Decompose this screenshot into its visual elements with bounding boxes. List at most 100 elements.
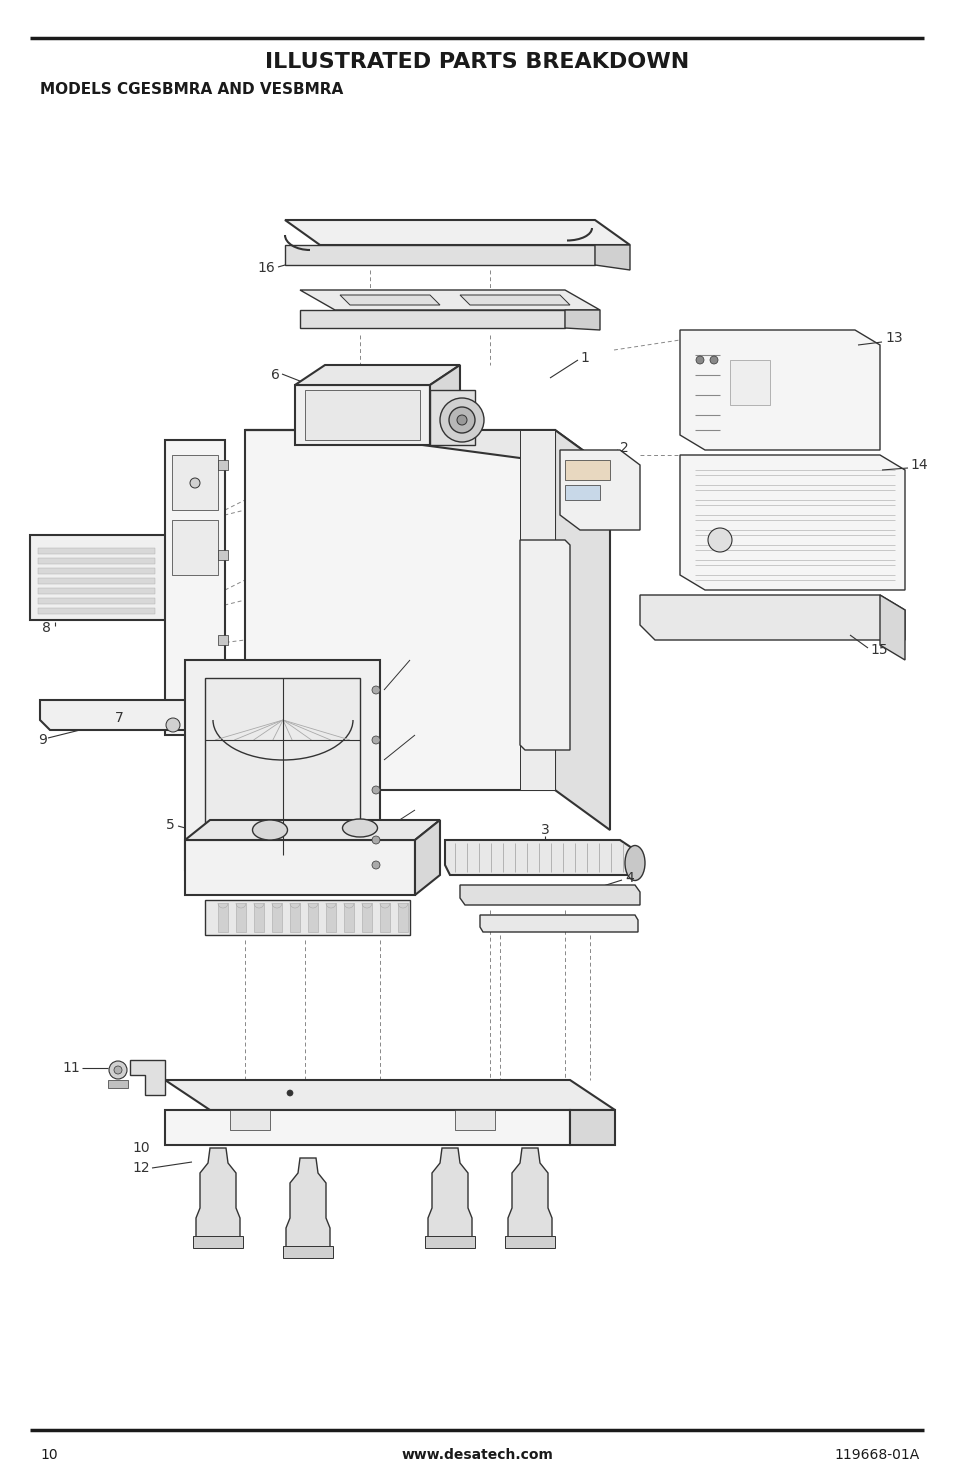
Polygon shape bbox=[38, 568, 154, 574]
Circle shape bbox=[287, 1090, 293, 1096]
Ellipse shape bbox=[342, 819, 377, 836]
Circle shape bbox=[109, 1061, 127, 1080]
Polygon shape bbox=[230, 1111, 270, 1130]
Polygon shape bbox=[344, 903, 354, 932]
Polygon shape bbox=[108, 1080, 128, 1089]
Polygon shape bbox=[205, 678, 359, 855]
Polygon shape bbox=[444, 839, 635, 875]
Polygon shape bbox=[218, 460, 228, 471]
Polygon shape bbox=[294, 385, 430, 445]
Text: 1: 1 bbox=[579, 351, 588, 364]
Ellipse shape bbox=[253, 820, 287, 839]
Circle shape bbox=[372, 786, 379, 794]
Circle shape bbox=[372, 736, 379, 743]
Text: 10: 10 bbox=[132, 1142, 150, 1155]
Circle shape bbox=[372, 686, 379, 695]
Polygon shape bbox=[165, 1111, 569, 1145]
Circle shape bbox=[707, 528, 731, 552]
Polygon shape bbox=[397, 903, 408, 932]
Polygon shape bbox=[459, 295, 569, 305]
Polygon shape bbox=[507, 1148, 552, 1238]
Polygon shape bbox=[879, 594, 904, 659]
Ellipse shape bbox=[624, 845, 644, 881]
Polygon shape bbox=[299, 291, 599, 310]
Polygon shape bbox=[165, 440, 225, 735]
Polygon shape bbox=[361, 903, 372, 932]
Polygon shape bbox=[172, 454, 218, 510]
Polygon shape bbox=[185, 659, 379, 870]
Polygon shape bbox=[564, 485, 599, 500]
Polygon shape bbox=[218, 550, 228, 560]
Text: 16: 16 bbox=[257, 261, 274, 274]
Polygon shape bbox=[272, 903, 282, 932]
Polygon shape bbox=[555, 431, 609, 830]
Polygon shape bbox=[218, 715, 228, 726]
Polygon shape bbox=[38, 558, 154, 563]
Polygon shape bbox=[339, 295, 439, 305]
Polygon shape bbox=[218, 903, 228, 932]
Polygon shape bbox=[185, 839, 415, 895]
Polygon shape bbox=[564, 460, 609, 479]
Circle shape bbox=[372, 836, 379, 844]
Polygon shape bbox=[679, 330, 879, 450]
Polygon shape bbox=[285, 220, 629, 245]
Text: 10: 10 bbox=[40, 1448, 57, 1462]
Text: MODELS CGESBMRA AND VESBMRA: MODELS CGESBMRA AND VESBMRA bbox=[40, 83, 343, 97]
Polygon shape bbox=[379, 903, 390, 932]
Ellipse shape bbox=[709, 355, 718, 364]
Polygon shape bbox=[308, 903, 317, 932]
Polygon shape bbox=[679, 454, 904, 590]
Polygon shape bbox=[415, 820, 439, 895]
Text: 14: 14 bbox=[909, 459, 926, 472]
Text: 6: 6 bbox=[271, 367, 280, 382]
Circle shape bbox=[113, 1066, 122, 1074]
Polygon shape bbox=[130, 1061, 165, 1094]
Polygon shape bbox=[235, 903, 246, 932]
Polygon shape bbox=[185, 820, 439, 839]
Text: ILLUSTRATED PARTS BREAKDOWN: ILLUSTRATED PARTS BREAKDOWN bbox=[265, 52, 688, 72]
Polygon shape bbox=[564, 310, 599, 330]
Polygon shape bbox=[519, 540, 569, 749]
Circle shape bbox=[166, 718, 180, 732]
Text: 15: 15 bbox=[869, 643, 886, 656]
Polygon shape bbox=[559, 450, 639, 530]
Polygon shape bbox=[639, 594, 904, 640]
Polygon shape bbox=[479, 914, 638, 932]
Polygon shape bbox=[424, 1236, 475, 1248]
Polygon shape bbox=[455, 1111, 495, 1130]
Polygon shape bbox=[504, 1236, 555, 1248]
Text: 7: 7 bbox=[115, 711, 124, 726]
Polygon shape bbox=[40, 701, 230, 730]
Polygon shape bbox=[430, 364, 459, 445]
Polygon shape bbox=[245, 431, 555, 791]
Circle shape bbox=[449, 407, 475, 434]
Polygon shape bbox=[245, 431, 609, 471]
Polygon shape bbox=[30, 535, 170, 620]
Text: 8: 8 bbox=[42, 621, 51, 636]
Polygon shape bbox=[38, 578, 154, 584]
Polygon shape bbox=[428, 1148, 472, 1238]
Polygon shape bbox=[286, 1158, 330, 1248]
Ellipse shape bbox=[696, 355, 703, 364]
Polygon shape bbox=[193, 1236, 243, 1248]
Polygon shape bbox=[172, 521, 218, 575]
Polygon shape bbox=[195, 1148, 240, 1238]
Polygon shape bbox=[38, 608, 154, 614]
Text: www.desatech.com: www.desatech.com bbox=[400, 1448, 553, 1462]
Polygon shape bbox=[299, 310, 564, 327]
Polygon shape bbox=[459, 885, 639, 906]
Text: 119668-01A: 119668-01A bbox=[834, 1448, 919, 1462]
Text: 2: 2 bbox=[619, 441, 628, 454]
Polygon shape bbox=[253, 903, 264, 932]
Polygon shape bbox=[283, 1246, 333, 1258]
Polygon shape bbox=[729, 360, 769, 406]
Text: 3: 3 bbox=[540, 823, 549, 836]
Polygon shape bbox=[569, 1111, 615, 1145]
Text: 5: 5 bbox=[166, 819, 174, 832]
Text: 9: 9 bbox=[38, 733, 47, 746]
Polygon shape bbox=[165, 1080, 615, 1111]
Text: 4: 4 bbox=[624, 872, 633, 885]
Polygon shape bbox=[326, 903, 335, 932]
Polygon shape bbox=[305, 389, 419, 440]
Polygon shape bbox=[38, 597, 154, 603]
